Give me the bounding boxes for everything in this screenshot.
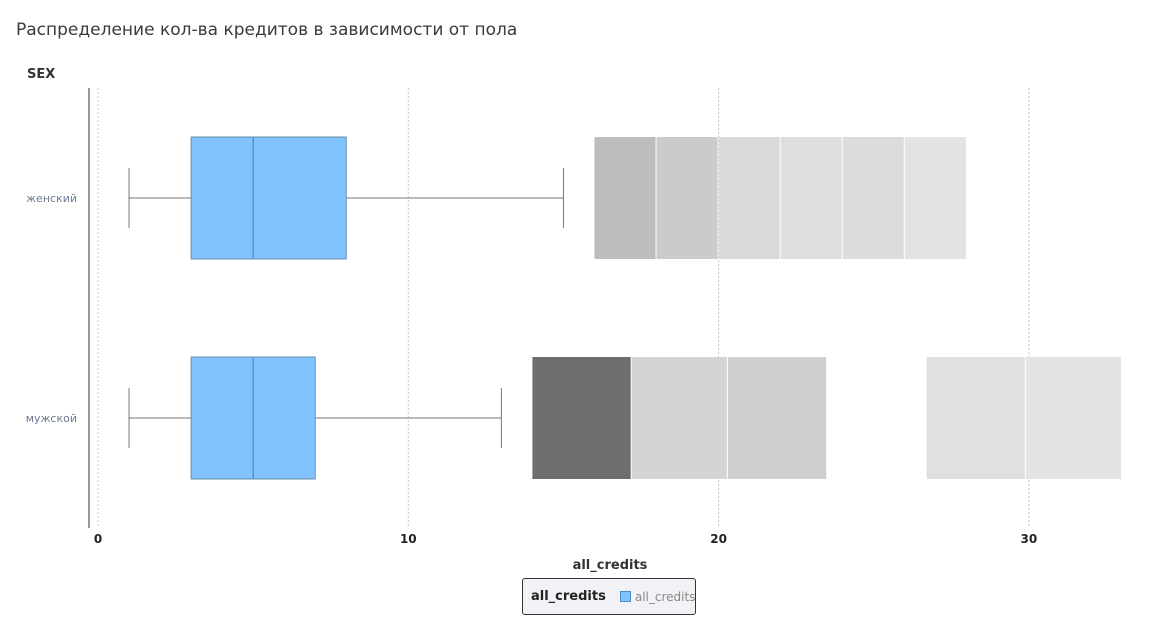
legend-item-all-credits[interactable]: all_credits bbox=[619, 589, 696, 604]
legend[interactable]: all_credits all_credits bbox=[522, 578, 696, 615]
outlier-segment[interactable] bbox=[594, 137, 656, 259]
outlier-segment[interactable] bbox=[532, 357, 631, 479]
outlier-segment[interactable] bbox=[718, 137, 780, 259]
x-tick-label: 10 bbox=[400, 532, 417, 546]
y-axis-label: SEX bbox=[27, 67, 55, 82]
x-tick-label: 0 bbox=[94, 532, 102, 546]
y-tick-label: женский bbox=[26, 192, 77, 205]
outlier-segment[interactable] bbox=[656, 137, 718, 259]
legend-item-label: all_credits bbox=[634, 589, 696, 604]
x-axis-label: all_credits bbox=[573, 558, 648, 573]
legend-swatch bbox=[619, 591, 631, 602]
outlier-segment[interactable] bbox=[1025, 357, 1121, 479]
outlier-segment[interactable] bbox=[727, 357, 827, 479]
outlier-segment[interactable] bbox=[904, 137, 966, 259]
outlier-segment[interactable] bbox=[631, 357, 727, 479]
legend-title: all_credits bbox=[531, 589, 606, 604]
outlier-segment[interactable] bbox=[842, 137, 904, 259]
x-tick-label: 20 bbox=[710, 532, 727, 546]
x-tick-label: 30 bbox=[1021, 532, 1038, 546]
box-iqr[interactable] bbox=[190, 136, 347, 260]
chart-title: Распределение кол-ва кредитов в зависимо… bbox=[16, 20, 518, 40]
y-tick-label: мужской bbox=[26, 412, 77, 425]
outlier-segment[interactable] bbox=[926, 357, 1025, 479]
outlier-segment[interactable] bbox=[780, 137, 842, 259]
